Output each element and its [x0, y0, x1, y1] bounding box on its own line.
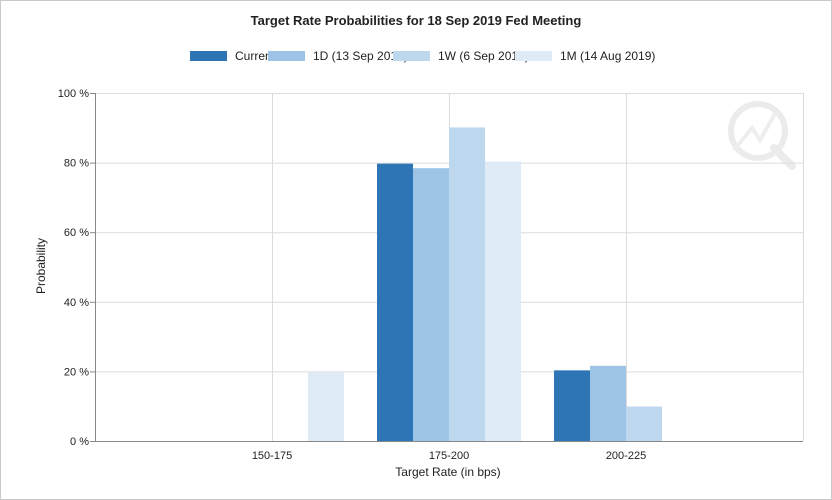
- legend-label: 1D (13 Sep 2019): [313, 49, 408, 63]
- legend-label: Current: [235, 49, 276, 63]
- bar: [413, 168, 449, 441]
- legend-swatch: [268, 51, 305, 61]
- bar: [590, 365, 626, 441]
- y-tick-label: 20 %: [64, 366, 89, 378]
- bar: [449, 127, 485, 442]
- y-tick-label: 0 %: [70, 436, 89, 448]
- bar: [308, 372, 344, 441]
- legend-swatch: [515, 51, 552, 61]
- axes: [90, 93, 803, 442]
- y-axis-title: Probability: [34, 238, 48, 294]
- chart-legend: Current 1D (13 Sep 2019) 1W (6 Sep 2019) 1M…: [0, 49, 832, 65]
- y-tick-label: 100 %: [58, 88, 89, 100]
- quikstrike-watermark-icon: [728, 101, 796, 170]
- legend-label: 1M (14 Aug 2019): [560, 49, 656, 63]
- y-tick-label: 80 %: [64, 158, 89, 170]
- chart-title: Target Rate Probabilities for 18 Sep 201…: [250, 13, 582, 28]
- legend-swatch: [190, 51, 227, 61]
- bars: [308, 127, 662, 442]
- bar: [626, 406, 662, 441]
- legend-label: 1W (6 Sep 2019): [438, 49, 529, 63]
- bar: [485, 161, 521, 441]
- bar: [377, 163, 413, 442]
- bar: [554, 370, 590, 441]
- x-axis-title: Target Rate (in bps): [395, 465, 500, 479]
- legend-swatch: [393, 51, 430, 61]
- tick-labels: 0 % 20 % 40 % 60 % 80 % 100 % 150-175 175-200 20…: [58, 88, 646, 462]
- y-tick-label: 60 %: [64, 227, 89, 239]
- x-tick-label: 150-175: [252, 450, 292, 462]
- y-tick-label: 40 %: [64, 297, 89, 309]
- x-tick-label: 175-200: [429, 450, 469, 462]
- x-tick-label: 200-225: [606, 450, 646, 462]
